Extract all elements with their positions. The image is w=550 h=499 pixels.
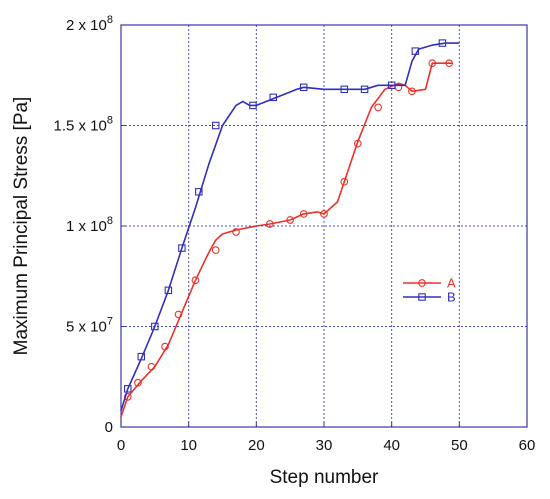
series-a-point bbox=[374, 103, 382, 112]
series-a-line bbox=[120, 62, 453, 418]
series-b-point bbox=[299, 83, 308, 92]
series-b-point bbox=[124, 385, 132, 393]
series-b-point bbox=[211, 121, 220, 130]
y-axis-title: Maximum Principal Stress [Pa] bbox=[11, 97, 32, 356]
x-tick-label: 30 bbox=[316, 437, 333, 454]
series-a-point bbox=[428, 59, 437, 68]
y-tick-label: 0 bbox=[105, 419, 113, 436]
series-a-point bbox=[286, 216, 295, 224]
series-b-line bbox=[120, 42, 460, 412]
series-b-point bbox=[249, 101, 257, 110]
legend-b-label: B bbox=[447, 290, 456, 305]
series-a-point bbox=[147, 362, 156, 371]
series-a-point bbox=[232, 228, 240, 236]
series-a-point bbox=[191, 276, 200, 285]
legend-a-marker bbox=[418, 279, 426, 287]
y-tick-label: 1.5 x 108 bbox=[54, 115, 114, 135]
series-a-point bbox=[211, 246, 220, 254]
series-a-point bbox=[134, 378, 142, 387]
axis-ticks: 0 10 20 30 40 50 60 0 5 x 107 1 x 108 1.5 x 108 2 x… bbox=[54, 14, 536, 454]
x-tick-label: 50 bbox=[451, 437, 468, 454]
series-b-point bbox=[360, 85, 369, 94]
series-b-point bbox=[178, 244, 186, 252]
series-a-point bbox=[174, 310, 183, 319]
y-tick-label: 2 x 108 bbox=[66, 14, 113, 34]
series-a-point bbox=[266, 220, 274, 228]
x-tick-label: 10 bbox=[180, 437, 197, 454]
series-a-point bbox=[320, 210, 328, 218]
x-tick-label: 0 bbox=[117, 437, 125, 454]
series-b-point bbox=[195, 188, 203, 196]
series-a-point bbox=[445, 59, 454, 68]
x-tick-label: 60 bbox=[519, 437, 536, 454]
legend: AB bbox=[403, 276, 456, 305]
grid-lines bbox=[121, 25, 527, 427]
series-b-point bbox=[269, 93, 277, 102]
series-layer bbox=[120, 39, 460, 418]
legend-a-label: A bbox=[447, 276, 456, 291]
x-tick-label: 40 bbox=[383, 437, 400, 454]
series-a-point bbox=[340, 177, 349, 186]
series-a-point bbox=[123, 393, 132, 401]
series-b-point bbox=[387, 81, 396, 90]
series-b-point bbox=[151, 322, 159, 331]
series-a-point bbox=[408, 87, 416, 96]
legend-b-marker bbox=[418, 293, 426, 301]
series-b bbox=[120, 39, 460, 412]
x-axis-title: Step number bbox=[270, 467, 379, 488]
x-tick-label: 20 bbox=[248, 437, 265, 454]
series-b-point bbox=[340, 85, 349, 94]
series-a-point bbox=[353, 139, 362, 148]
series-b-point bbox=[137, 352, 146, 361]
series-a-point bbox=[299, 210, 308, 218]
series-a-point bbox=[161, 342, 169, 351]
series-b-point bbox=[164, 286, 173, 295]
y-tick-label: 1 x 108 bbox=[66, 215, 113, 235]
y-tick-label: 5 x 107 bbox=[66, 316, 113, 336]
series-a bbox=[120, 59, 454, 418]
series-b-point bbox=[438, 39, 447, 47]
series-b-point bbox=[411, 47, 420, 55]
